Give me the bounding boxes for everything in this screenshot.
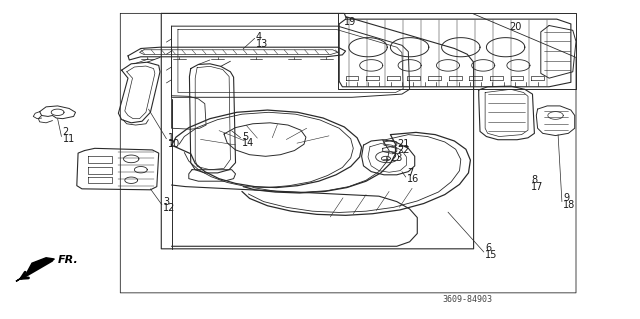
Text: FR.: FR. <box>58 255 78 265</box>
Text: 11: 11 <box>63 134 75 144</box>
Text: 2: 2 <box>63 127 69 137</box>
Text: 5: 5 <box>242 131 248 142</box>
Text: 16: 16 <box>407 174 419 184</box>
Text: 3: 3 <box>163 197 170 207</box>
Text: 6: 6 <box>485 243 492 253</box>
Text: 1: 1 <box>168 133 174 143</box>
Text: 18: 18 <box>563 200 575 210</box>
Text: 20: 20 <box>509 22 521 32</box>
Text: 3609-84903: 3609-84903 <box>442 295 492 304</box>
Text: 8: 8 <box>531 175 538 185</box>
Text: 13: 13 <box>256 39 268 49</box>
Text: 9: 9 <box>563 193 570 204</box>
Text: 14: 14 <box>242 138 254 148</box>
Text: 10: 10 <box>168 139 180 149</box>
Text: 22: 22 <box>397 145 410 155</box>
Polygon shape <box>16 258 54 281</box>
Text: 23: 23 <box>390 153 403 163</box>
Text: 15: 15 <box>485 249 497 260</box>
Text: 4: 4 <box>256 32 262 42</box>
Text: 21: 21 <box>397 139 410 149</box>
Text: 19: 19 <box>344 17 356 27</box>
Text: 7: 7 <box>407 168 413 178</box>
Text: 17: 17 <box>531 182 543 192</box>
Text: 12: 12 <box>163 203 175 213</box>
